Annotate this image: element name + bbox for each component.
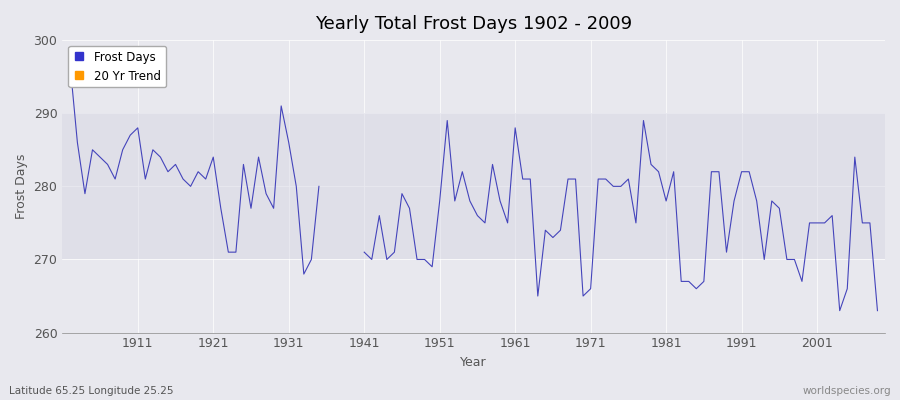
- Text: Latitude 65.25 Longitude 25.25: Latitude 65.25 Longitude 25.25: [9, 386, 174, 396]
- Bar: [62, 113, 885, 260]
- X-axis label: Year: Year: [460, 356, 487, 369]
- Y-axis label: Frost Days: Frost Days: [15, 154, 28, 219]
- Legend: Frost Days, 20 Yr Trend: Frost Days, 20 Yr Trend: [68, 46, 166, 87]
- Text: worldspecies.org: worldspecies.org: [803, 386, 891, 396]
- Title: Yearly Total Frost Days 1902 - 2009: Yearly Total Frost Days 1902 - 2009: [315, 15, 632, 33]
